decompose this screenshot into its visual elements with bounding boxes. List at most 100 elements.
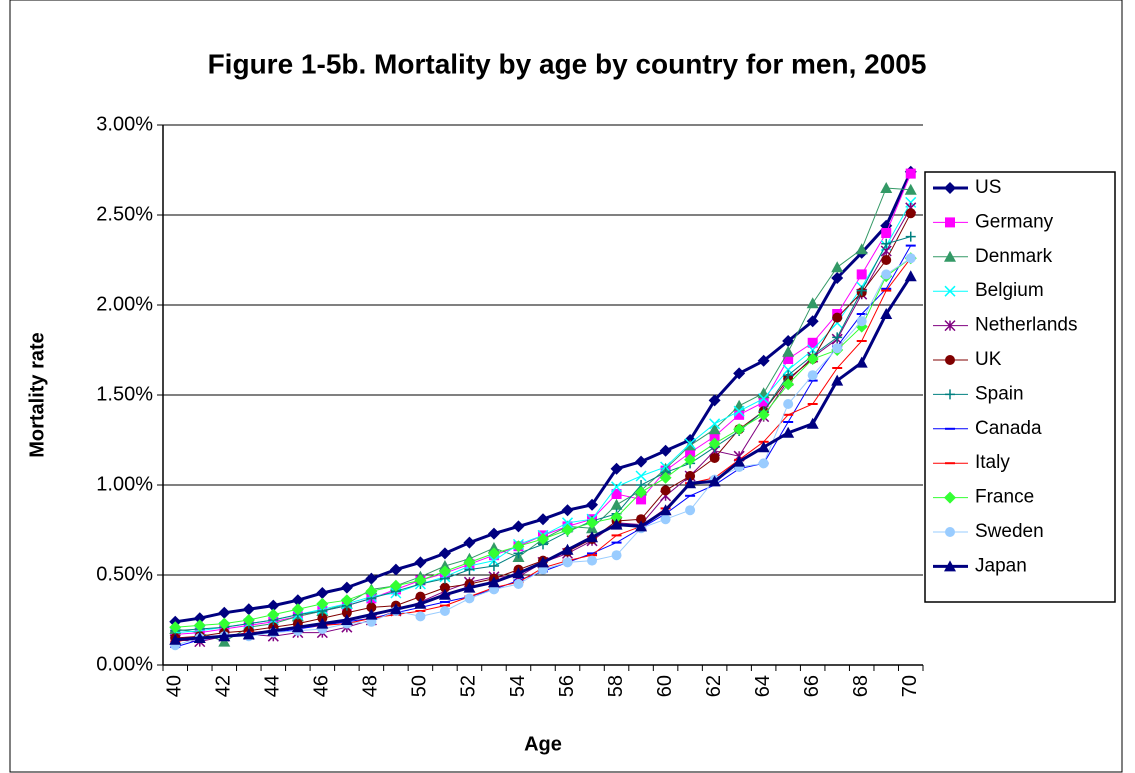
marker xyxy=(944,182,956,194)
marker xyxy=(169,621,182,634)
marker xyxy=(513,579,524,589)
marker xyxy=(684,477,697,489)
marker xyxy=(807,337,818,348)
marker xyxy=(537,533,549,545)
marker xyxy=(562,557,573,568)
marker xyxy=(856,285,867,296)
marker xyxy=(316,597,329,610)
marker xyxy=(463,556,476,569)
marker xyxy=(831,261,844,273)
marker xyxy=(291,621,304,633)
legend-label: Spain xyxy=(975,383,1024,404)
marker xyxy=(610,498,623,510)
marker xyxy=(487,527,500,540)
legend-label: UK xyxy=(975,349,1002,370)
marker xyxy=(881,269,892,280)
legend-label: Italy xyxy=(975,452,1010,473)
marker xyxy=(218,630,231,642)
marker xyxy=(242,628,255,640)
marker xyxy=(758,397,769,408)
marker xyxy=(856,269,867,280)
marker xyxy=(881,255,892,265)
y-tick-label: 1.00% xyxy=(96,473,153,495)
x-axis-label: Age xyxy=(524,733,562,755)
series xyxy=(169,270,917,645)
x-tick-label: 66 xyxy=(801,675,823,697)
marker xyxy=(806,315,819,328)
marker xyxy=(438,547,451,560)
marker xyxy=(733,405,745,417)
marker xyxy=(218,606,231,619)
marker xyxy=(561,517,574,529)
marker xyxy=(782,345,795,357)
legend-label: Sweden xyxy=(975,521,1044,542)
marker xyxy=(537,556,549,568)
marker xyxy=(635,455,648,468)
marker xyxy=(610,518,623,530)
marker xyxy=(316,617,329,629)
y-tick-label: 1.50% xyxy=(96,383,153,405)
marker xyxy=(193,612,206,625)
marker xyxy=(291,594,304,607)
marker xyxy=(414,597,427,609)
marker xyxy=(757,408,770,421)
marker xyxy=(944,560,956,572)
marker xyxy=(610,462,623,475)
marker xyxy=(709,453,720,463)
marker xyxy=(905,168,916,179)
marker xyxy=(659,504,672,516)
marker xyxy=(291,603,304,616)
marker xyxy=(806,353,819,365)
marker xyxy=(881,228,892,238)
marker xyxy=(463,536,476,549)
marker xyxy=(439,606,450,616)
marker xyxy=(512,520,525,533)
x-tick-label: 48 xyxy=(360,675,382,697)
legend-label: Japan xyxy=(975,555,1027,576)
marker xyxy=(758,458,769,469)
marker xyxy=(635,520,648,532)
marker xyxy=(905,196,917,208)
marker xyxy=(415,591,426,602)
marker xyxy=(340,581,353,594)
legend-box xyxy=(924,171,1116,603)
marker xyxy=(708,423,721,435)
x-tick-label: 64 xyxy=(752,675,774,697)
legend-label: Belgium xyxy=(975,280,1044,301)
marker xyxy=(438,588,451,600)
marker xyxy=(611,489,622,499)
marker xyxy=(905,231,916,242)
x-tick-label: 40 xyxy=(164,675,186,697)
legend-label: Germany xyxy=(975,211,1054,232)
marker xyxy=(905,253,916,264)
marker xyxy=(945,355,955,365)
x-tick-label: 62 xyxy=(703,675,725,697)
marker xyxy=(782,426,795,438)
marker xyxy=(267,608,280,621)
marker xyxy=(488,561,499,571)
x-tick-label: 42 xyxy=(213,675,235,697)
marker xyxy=(512,567,525,579)
marker xyxy=(193,632,206,643)
marker xyxy=(944,285,956,297)
marker xyxy=(758,393,770,405)
marker xyxy=(945,527,955,537)
marker xyxy=(389,579,402,592)
marker xyxy=(880,182,893,193)
marker xyxy=(708,437,721,450)
marker xyxy=(807,370,818,381)
legend-label: Denmark xyxy=(975,246,1053,267)
marker xyxy=(880,308,893,319)
marker xyxy=(757,441,770,453)
marker xyxy=(512,540,525,553)
marker xyxy=(783,354,794,364)
marker xyxy=(684,453,697,466)
marker xyxy=(832,343,843,354)
marker xyxy=(438,565,451,578)
marker xyxy=(365,572,378,585)
marker xyxy=(782,335,795,347)
marker xyxy=(389,603,402,615)
marker xyxy=(881,238,892,249)
marker xyxy=(611,550,622,561)
y-tick-label: 2.00% xyxy=(96,293,153,315)
